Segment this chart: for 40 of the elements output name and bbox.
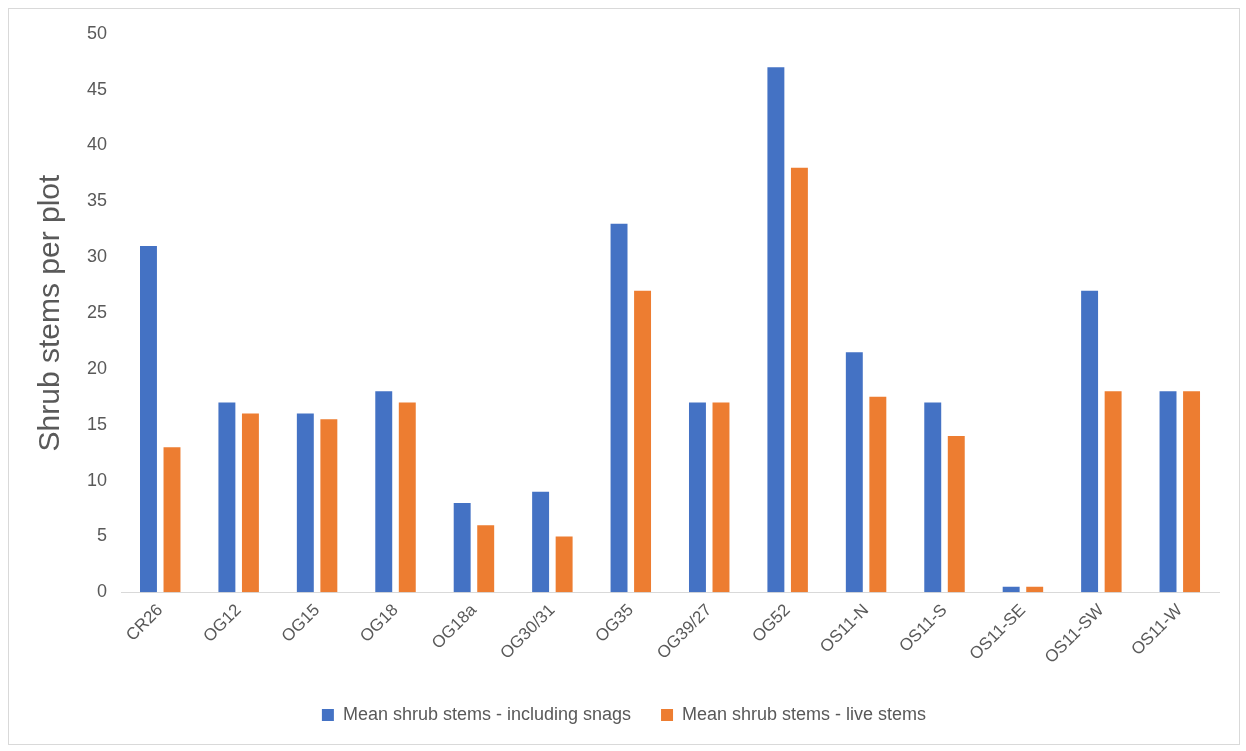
bar	[1104, 391, 1122, 593]
y-tick-label: 40	[86, 134, 108, 155]
bar	[1159, 391, 1177, 593]
bar	[532, 491, 550, 593]
legend-label: Mean shrub stems - live stems	[682, 703, 927, 724]
bar	[140, 246, 157, 593]
bar	[163, 447, 181, 593]
y-tick-label: 30	[86, 246, 108, 267]
bar	[555, 536, 573, 593]
bar	[947, 435, 965, 593]
y-tick-label: 25	[86, 302, 108, 323]
bar	[1081, 290, 1099, 593]
y-tick-label: 5	[97, 525, 108, 546]
legend-label: Mean shrub stems - including snags	[342, 703, 632, 724]
bar	[688, 402, 706, 593]
y-tick-label: 35	[86, 190, 108, 211]
bar	[924, 402, 942, 593]
y-tick-label: 45	[86, 78, 108, 99]
bar	[610, 223, 628, 593]
y-tick-label: 0	[97, 581, 108, 602]
bar	[375, 391, 393, 593]
bar	[1183, 391, 1201, 593]
bar	[767, 67, 785, 593]
y-tick-label: 10	[86, 469, 108, 490]
bar	[477, 525, 495, 593]
bar	[790, 167, 808, 593]
bar	[218, 402, 236, 593]
y-tick-label: 50	[86, 22, 108, 43]
bar	[869, 396, 887, 593]
bar	[453, 502, 471, 593]
y-tick-label: 20	[86, 357, 108, 378]
bar	[296, 413, 314, 593]
bar	[398, 402, 416, 593]
bar	[241, 413, 259, 593]
y-axis-title: Shrub stems per plot	[32, 174, 66, 452]
bar	[320, 419, 338, 593]
y-tick-label: 15	[86, 413, 108, 434]
bar	[712, 402, 730, 593]
bar	[845, 352, 863, 593]
bar	[634, 290, 652, 593]
